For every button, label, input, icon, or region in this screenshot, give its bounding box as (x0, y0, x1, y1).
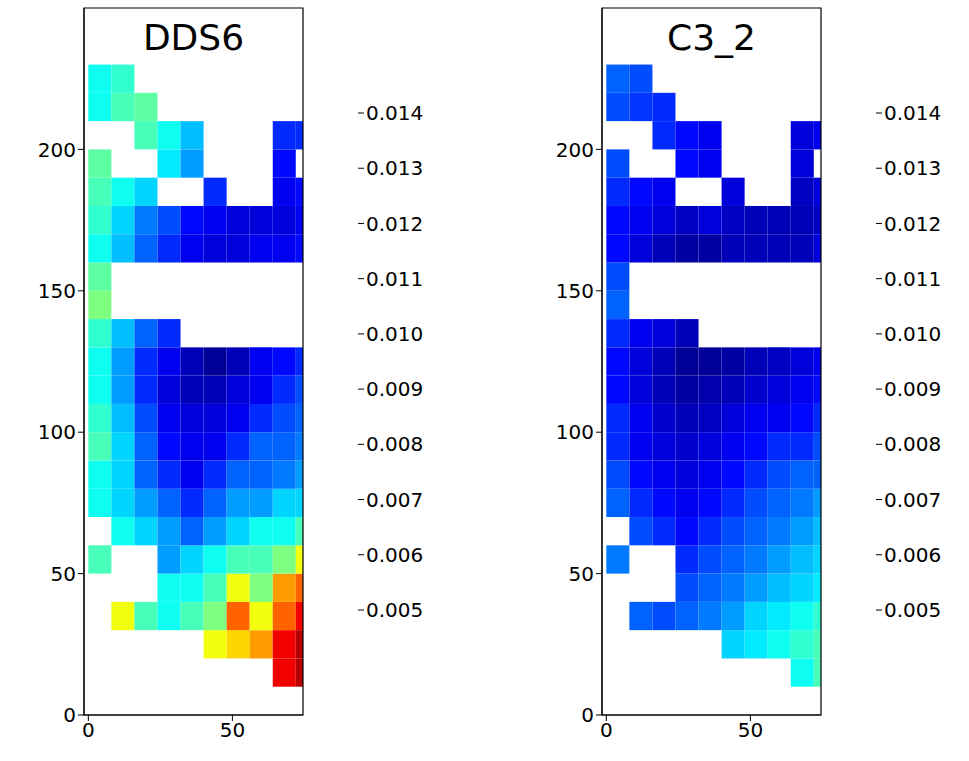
svg-text:200: 200 (38, 138, 76, 162)
svg-text:0.011: 0.011 (884, 267, 941, 291)
svg-text:150: 150 (556, 279, 594, 303)
svg-text:0.011: 0.011 (366, 267, 423, 291)
svg-text:0.006: 0.006 (366, 543, 423, 567)
svg-text:50: 50 (738, 718, 763, 742)
svg-text:0.005: 0.005 (366, 598, 423, 622)
svg-text:0: 0 (600, 718, 613, 742)
svg-text:0.005: 0.005 (884, 598, 941, 622)
svg-text:200: 200 (556, 138, 594, 162)
svg-text:0: 0 (82, 718, 95, 742)
svg-text:0.009: 0.009 (884, 377, 941, 401)
svg-text:50: 50 (51, 562, 76, 586)
svg-text:0.013: 0.013 (366, 156, 423, 180)
svg-text:100: 100 (556, 420, 594, 444)
svg-text:0.013: 0.013 (884, 156, 941, 180)
svg-text:0.012: 0.012 (884, 212, 941, 236)
svg-text:0.012: 0.012 (366, 212, 423, 236)
svg-text:0.010: 0.010 (884, 322, 941, 346)
svg-text:0.007: 0.007 (366, 488, 423, 512)
svg-text:0.014: 0.014 (884, 101, 941, 125)
svg-text:50: 50 (220, 718, 245, 742)
svg-text:0.008: 0.008 (366, 432, 423, 456)
svg-text:150: 150 (38, 279, 76, 303)
svg-text:100: 100 (38, 420, 76, 444)
svg-text:0.008: 0.008 (884, 432, 941, 456)
svg-text:0: 0 (581, 703, 594, 727)
svg-text:0: 0 (63, 703, 76, 727)
svg-text:0.009: 0.009 (366, 377, 423, 401)
svg-text:0.007: 0.007 (884, 488, 941, 512)
html-text:C3_2: C3_2 (667, 17, 756, 58)
svg-text:0.006: 0.006 (884, 543, 941, 567)
svg-text:0.014: 0.014 (366, 101, 423, 125)
html-text:DDS6: DDS6 (142, 17, 245, 58)
svg-text:0.010: 0.010 (366, 322, 423, 346)
svg-text:50: 50 (569, 562, 594, 586)
